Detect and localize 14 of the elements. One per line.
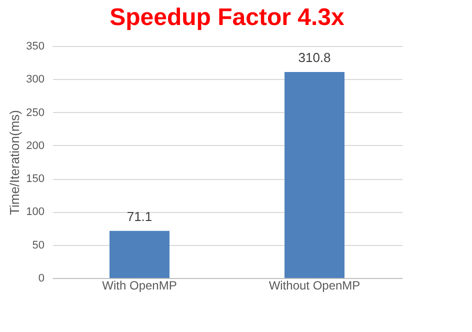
y-tick-label: 50 — [32, 239, 44, 252]
y-tick-label: 300 — [26, 74, 44, 86]
x-tick-label: Without OpenMP — [268, 278, 360, 292]
y-tick-label: 350 — [26, 40, 44, 52]
chart-title: Speedup Factor 4.3x — [110, 4, 346, 31]
y-tick-label: 200 — [26, 140, 44, 152]
y-tick-label: 250 — [26, 106, 44, 119]
x-tick-label: With OpenMP — [102, 278, 177, 292]
y-axis-title: Time/Iteration(ms) — [7, 110, 22, 215]
data-label: 310.8 — [298, 50, 331, 65]
y-tick-label: 150 — [26, 173, 44, 186]
y-tick-label: 0 — [38, 272, 44, 284]
y-tick-label: 100 — [26, 206, 44, 218]
data-label: 71.1 — [126, 208, 152, 224]
